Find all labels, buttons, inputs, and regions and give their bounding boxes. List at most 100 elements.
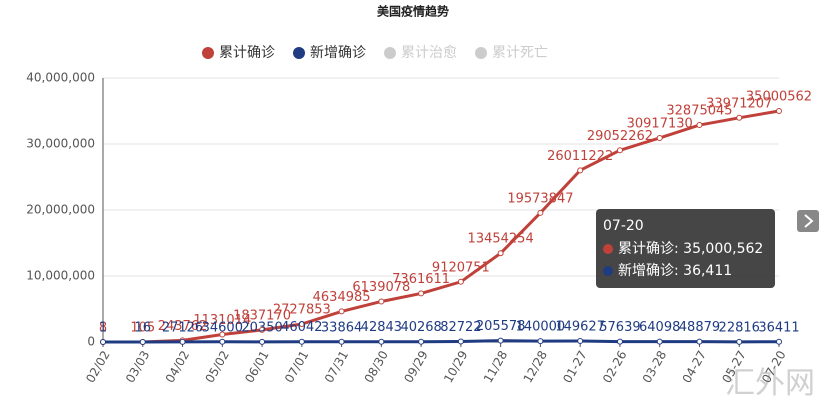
data-point — [736, 338, 743, 345]
data-label: 105 — [130, 320, 155, 335]
data-label: 4634985 — [313, 290, 371, 305]
data-label: 19573847 — [507, 191, 573, 206]
data-label: 57639 — [599, 320, 640, 335]
legend-label: 新增确诊 — [310, 45, 366, 61]
x-tick-label: 01-27 — [560, 348, 590, 385]
x-tick-label: 02-26 — [600, 348, 630, 385]
data-label: 27126 — [162, 320, 203, 335]
data-point — [696, 122, 703, 129]
y-tick-label: 10,000,000 — [26, 269, 95, 283]
data-point — [338, 338, 345, 345]
x-tick-label: 11/28 — [481, 348, 510, 385]
legend-marker — [202, 47, 214, 59]
x-tick-label: 03/03 — [123, 348, 152, 385]
tooltip-line: 累计确诊: 35,000,562 — [618, 241, 763, 257]
data-point — [338, 308, 345, 315]
x-tick-label: 10/29 — [441, 348, 470, 385]
watermark: 汇外网 — [725, 366, 815, 401]
data-point — [219, 331, 226, 338]
x-tick-label: 12/28 — [521, 348, 550, 385]
tooltip-line: 新增确诊: 36,411 — [618, 263, 732, 279]
x-tick-label: 02/02 — [83, 348, 112, 385]
data-label: 2727853 — [273, 302, 331, 317]
chart-title: 美国疫情趋势 — [377, 4, 449, 19]
data-point — [298, 320, 305, 327]
data-label: 140000 — [516, 320, 566, 335]
series-line — [103, 339, 780, 344]
x-tick-label: 05/02 — [203, 348, 232, 385]
x-tick-label: 04/02 — [163, 348, 192, 385]
data-label: 82722 — [440, 320, 481, 335]
data-point — [577, 338, 584, 345]
data-point — [656, 134, 663, 141]
y-tick-label: 20,000,000 — [26, 203, 95, 217]
data-point — [457, 278, 464, 285]
data-point — [418, 290, 425, 297]
data-label: 33971207 — [706, 96, 772, 111]
data-label: 30917130 — [627, 116, 693, 131]
data-point — [537, 209, 544, 216]
y-tick-label: 40,000,000 — [26, 71, 95, 85]
data-point — [259, 326, 266, 333]
tooltip-marker — [603, 266, 613, 276]
legend-label: 累计确诊 — [219, 45, 275, 61]
data-label: 32875045 — [666, 104, 732, 119]
data-label: 149627 — [555, 320, 605, 335]
data-point — [577, 167, 584, 174]
data-label: 7361611 — [392, 272, 450, 287]
data-label: 42843 — [361, 320, 402, 335]
data-label: 205578 — [476, 319, 526, 334]
data-point — [378, 298, 385, 305]
data-point — [457, 338, 464, 345]
data-point — [736, 114, 743, 121]
x-tick-label: 07/31 — [322, 348, 351, 385]
data-label: 20350 — [241, 320, 282, 335]
data-label: 46042 — [281, 320, 322, 335]
data-label: 13454254 — [468, 232, 534, 247]
data-label: 64098 — [639, 320, 680, 335]
data-label: 16 — [134, 320, 151, 335]
data-label: 34600 — [202, 320, 243, 335]
data-point — [259, 338, 266, 345]
legend-marker — [293, 47, 305, 59]
data-label: 1837170 — [233, 308, 291, 323]
tooltip-box — [596, 209, 775, 288]
data-label: 33864 — [321, 320, 362, 335]
data-point — [219, 338, 226, 345]
data-point — [100, 339, 106, 345]
data-point — [378, 338, 385, 345]
data-label: 9120751 — [432, 260, 490, 275]
data-label: 243762 — [158, 319, 208, 334]
data-label: 8 — [99, 320, 107, 335]
data-point — [696, 338, 703, 345]
data-label: 29052262 — [587, 129, 653, 144]
tooltip: 07-20 累计确诊: 35,000,562 新增确诊: 36,411 — [596, 209, 775, 288]
data-label: 40268 — [400, 320, 441, 335]
x-tick-label: 06/01 — [242, 348, 271, 385]
x-tick-label: 09/29 — [401, 348, 430, 385]
tooltip-marker — [603, 244, 613, 254]
data-label: 22816 — [719, 320, 760, 335]
data-point — [497, 250, 504, 257]
data-label: 36411 — [758, 320, 799, 335]
y-tick-label: 0 — [87, 335, 95, 349]
legend-label: 累计治愈 — [401, 45, 457, 61]
data-point — [298, 338, 305, 345]
next-icon — [804, 214, 814, 228]
legend-marker — [475, 47, 487, 59]
x-tick-label: 04-27 — [680, 348, 710, 385]
next-button[interactable] — [797, 210, 819, 232]
data-point — [656, 338, 663, 345]
x-tick-label: 03-28 — [640, 348, 670, 385]
data-label: 35000562 — [746, 89, 812, 104]
x-tick-label: 08/30 — [362, 348, 391, 385]
data-label: 1 — [99, 321, 107, 336]
x-tick-label: 07/01 — [282, 348, 311, 385]
y-tick-label: 30,000,000 — [26, 137, 95, 151]
tooltip-title: 07-20 — [603, 218, 644, 234]
data-point — [776, 338, 782, 345]
data-point — [139, 338, 146, 345]
data-label: 48879 — [679, 320, 720, 335]
series-line — [102, 109, 780, 344]
